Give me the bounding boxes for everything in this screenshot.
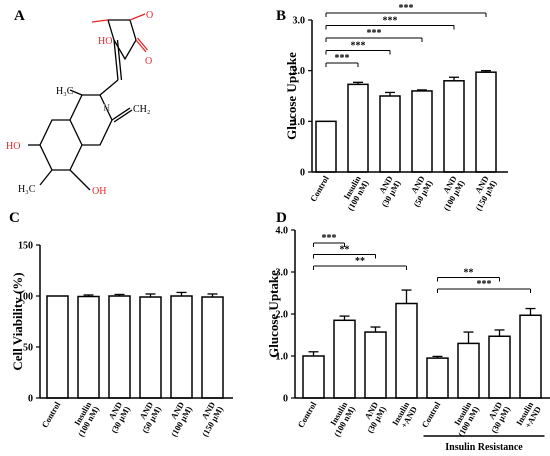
x-tick-label: AND(30 μM) bbox=[101, 400, 132, 435]
atom-ho-top: HO bbox=[98, 36, 112, 47]
y-tick-label: 150 bbox=[18, 241, 33, 252]
significance-label: *** bbox=[351, 41, 366, 52]
x-tick-label: Insulin(100 nM) bbox=[324, 400, 357, 439]
significance-label: *** bbox=[399, 3, 414, 14]
chemical-structure: HO O O H₃C H CH₂ HO H₃C OH bbox=[6, 10, 153, 197]
y-axis-label: Cell Viability (%) bbox=[10, 272, 25, 370]
y-tick-label: 1.0 bbox=[276, 352, 289, 363]
significance-label: ** bbox=[464, 268, 474, 279]
atom-ho-left: HO bbox=[6, 141, 20, 152]
y-tick-label: 2.0 bbox=[293, 66, 306, 77]
x-tick-label: AND(150 μM) bbox=[192, 400, 225, 439]
panel-letter-b: B bbox=[276, 8, 286, 24]
bar bbox=[488, 335, 511, 399]
bar bbox=[170, 295, 193, 399]
x-tick-label: AND(30 μM) bbox=[481, 400, 512, 435]
bar bbox=[108, 295, 131, 399]
bar bbox=[302, 355, 325, 399]
bar bbox=[77, 295, 100, 399]
x-tick-label: Insulin+AND bbox=[390, 400, 419, 432]
x-tick-label: AND(100 μM) bbox=[161, 400, 194, 439]
x-tick-label: AND(50 μM) bbox=[404, 174, 435, 209]
bar bbox=[364, 331, 387, 399]
x-tick-label: Control bbox=[419, 399, 442, 429]
bar bbox=[519, 314, 542, 399]
x-tick-label-line: Control bbox=[308, 173, 331, 203]
y-tick-label: 0 bbox=[283, 394, 288, 405]
y-tick-label: 0 bbox=[300, 168, 305, 179]
chart-panel-c: 0 50 100 150 Cell Viability (%) Control Insuli… bbox=[10, 241, 233, 439]
y-tick-label: 50 bbox=[23, 343, 33, 354]
atom-ch3-lower: H₃C bbox=[18, 184, 36, 195]
atom-ring-o: O bbox=[146, 10, 153, 21]
x-tick-label: AND(50 μM) bbox=[132, 400, 163, 435]
bar bbox=[475, 71, 497, 173]
x-tick-label: AND(100 μM) bbox=[433, 174, 466, 213]
x-tick-label: Control bbox=[308, 173, 331, 203]
atom-h-bridge: H bbox=[103, 103, 110, 114]
y-tick-label: 2.0 bbox=[276, 310, 289, 321]
significance-label: *** bbox=[322, 233, 337, 244]
x-tick-label-line: Control bbox=[419, 399, 442, 429]
significance-label: ** bbox=[355, 256, 365, 267]
x-tick-label: Insulin(100 nM) bbox=[68, 400, 101, 439]
atom-ch3-upper: H₃C bbox=[56, 86, 74, 97]
bar bbox=[315, 120, 337, 173]
y-axis-label: Glucose Uptake bbox=[284, 52, 299, 140]
bar bbox=[426, 357, 449, 399]
bar bbox=[457, 342, 480, 399]
significance-label: *** bbox=[367, 28, 382, 39]
y-tick-label: 3.0 bbox=[293, 16, 306, 27]
x-tick-label: AND(150 μM) bbox=[465, 174, 498, 213]
panel-letter-a: A bbox=[14, 8, 25, 24]
atom-carbonyl-o: O bbox=[145, 56, 152, 67]
bar bbox=[139, 296, 162, 399]
significance-label: ** bbox=[340, 245, 350, 256]
panel-letter-d: D bbox=[276, 210, 287, 226]
x-tick-label: Control bbox=[295, 399, 318, 429]
atom-ch2: CH₂ bbox=[133, 104, 150, 115]
x-tick-label: AND(30 μM) bbox=[357, 400, 388, 435]
bar bbox=[395, 302, 418, 399]
chart-panel-b: 0 1.0 2.0 3.0 Glucose Uptake Control Insulin(1… bbox=[284, 3, 508, 212]
bar bbox=[347, 83, 369, 173]
significance-label: *** bbox=[477, 279, 492, 290]
group-label: Insulin Resistance bbox=[445, 442, 523, 453]
x-tick-label: Insulin(100 nM) bbox=[337, 174, 370, 213]
bar bbox=[333, 319, 356, 399]
y-tick-label: 0 bbox=[28, 394, 33, 405]
y-tick-label: 3.0 bbox=[276, 268, 289, 279]
bar bbox=[379, 95, 401, 173]
x-tick-label: AND(30 μM) bbox=[372, 174, 403, 209]
atom-oh: OH bbox=[92, 186, 106, 197]
bar bbox=[46, 295, 69, 399]
y-tick-label: 4.0 bbox=[276, 226, 289, 237]
bar bbox=[411, 90, 433, 173]
significance-label: *** bbox=[335, 53, 350, 64]
x-tick-label: Insulin+AND bbox=[514, 400, 543, 432]
structure-bonds bbox=[28, 13, 148, 191]
panel-letter-c: C bbox=[9, 210, 20, 226]
x-tick-label-line: Control bbox=[39, 399, 62, 429]
y-axis-label: Glucose Uptake bbox=[266, 270, 281, 358]
significance-label: *** bbox=[383, 16, 398, 27]
y-tick-label: 100 bbox=[18, 292, 33, 303]
y-tick-label: 1.0 bbox=[293, 117, 306, 128]
x-tick-label: Control bbox=[39, 399, 62, 429]
bar bbox=[443, 80, 465, 173]
x-tick-label-line: Control bbox=[295, 399, 318, 429]
bar bbox=[201, 296, 224, 399]
x-tick-label: Insulin(100 nM) bbox=[448, 400, 481, 439]
